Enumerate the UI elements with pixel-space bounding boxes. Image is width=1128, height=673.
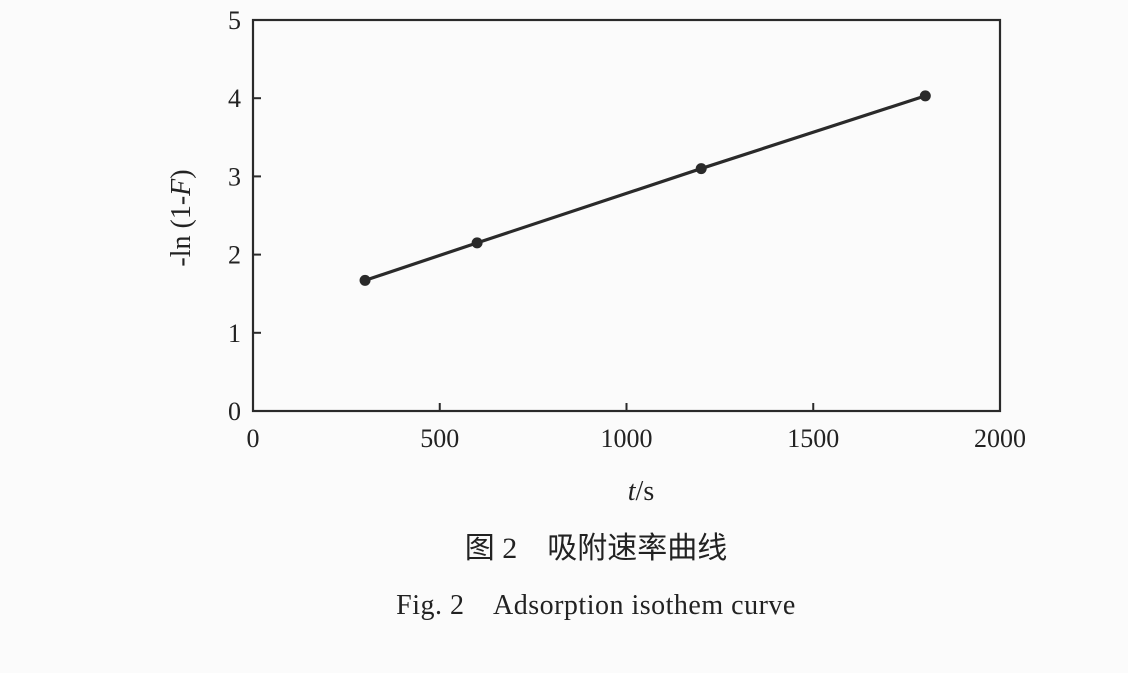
data-point: [919, 90, 931, 102]
data-point: [695, 163, 707, 175]
plot-frame: [251, 18, 1002, 413]
y-tick-label: 5: [228, 6, 241, 35]
caption-english: Fig. 2 Adsorption isothem curve: [396, 590, 796, 621]
data-point: [359, 274, 371, 286]
y-tick-label: 4: [228, 84, 241, 113]
x-tick-label: 0: [247, 424, 260, 453]
y-tick-label: 0: [228, 397, 241, 426]
series-layer: [359, 90, 931, 286]
y-tick-label: 3: [228, 162, 241, 191]
x-tick-label: 500: [420, 424, 459, 453]
y-tick-label: 1: [228, 319, 241, 348]
caption-chinese: 图 2 吸附速率曲线: [465, 532, 728, 565]
x-axis-title: t/s: [628, 476, 654, 507]
x-tick-label: 1000: [601, 424, 653, 453]
y-tick-label: 2: [228, 241, 241, 270]
y-axis-title: -ln (1-F): [166, 169, 197, 266]
axis-ticks: [252, 19, 1001, 412]
plot-border: [251, 18, 1002, 413]
axis-tick-labels: 0 500 1000 1500 2000 0 1 2 3 4 5: [228, 6, 1026, 453]
x-tick-label: 2000: [974, 424, 1026, 453]
series-line: [364, 94, 926, 282]
data-point: [471, 237, 483, 249]
x-tick-label: 1500: [787, 424, 839, 453]
